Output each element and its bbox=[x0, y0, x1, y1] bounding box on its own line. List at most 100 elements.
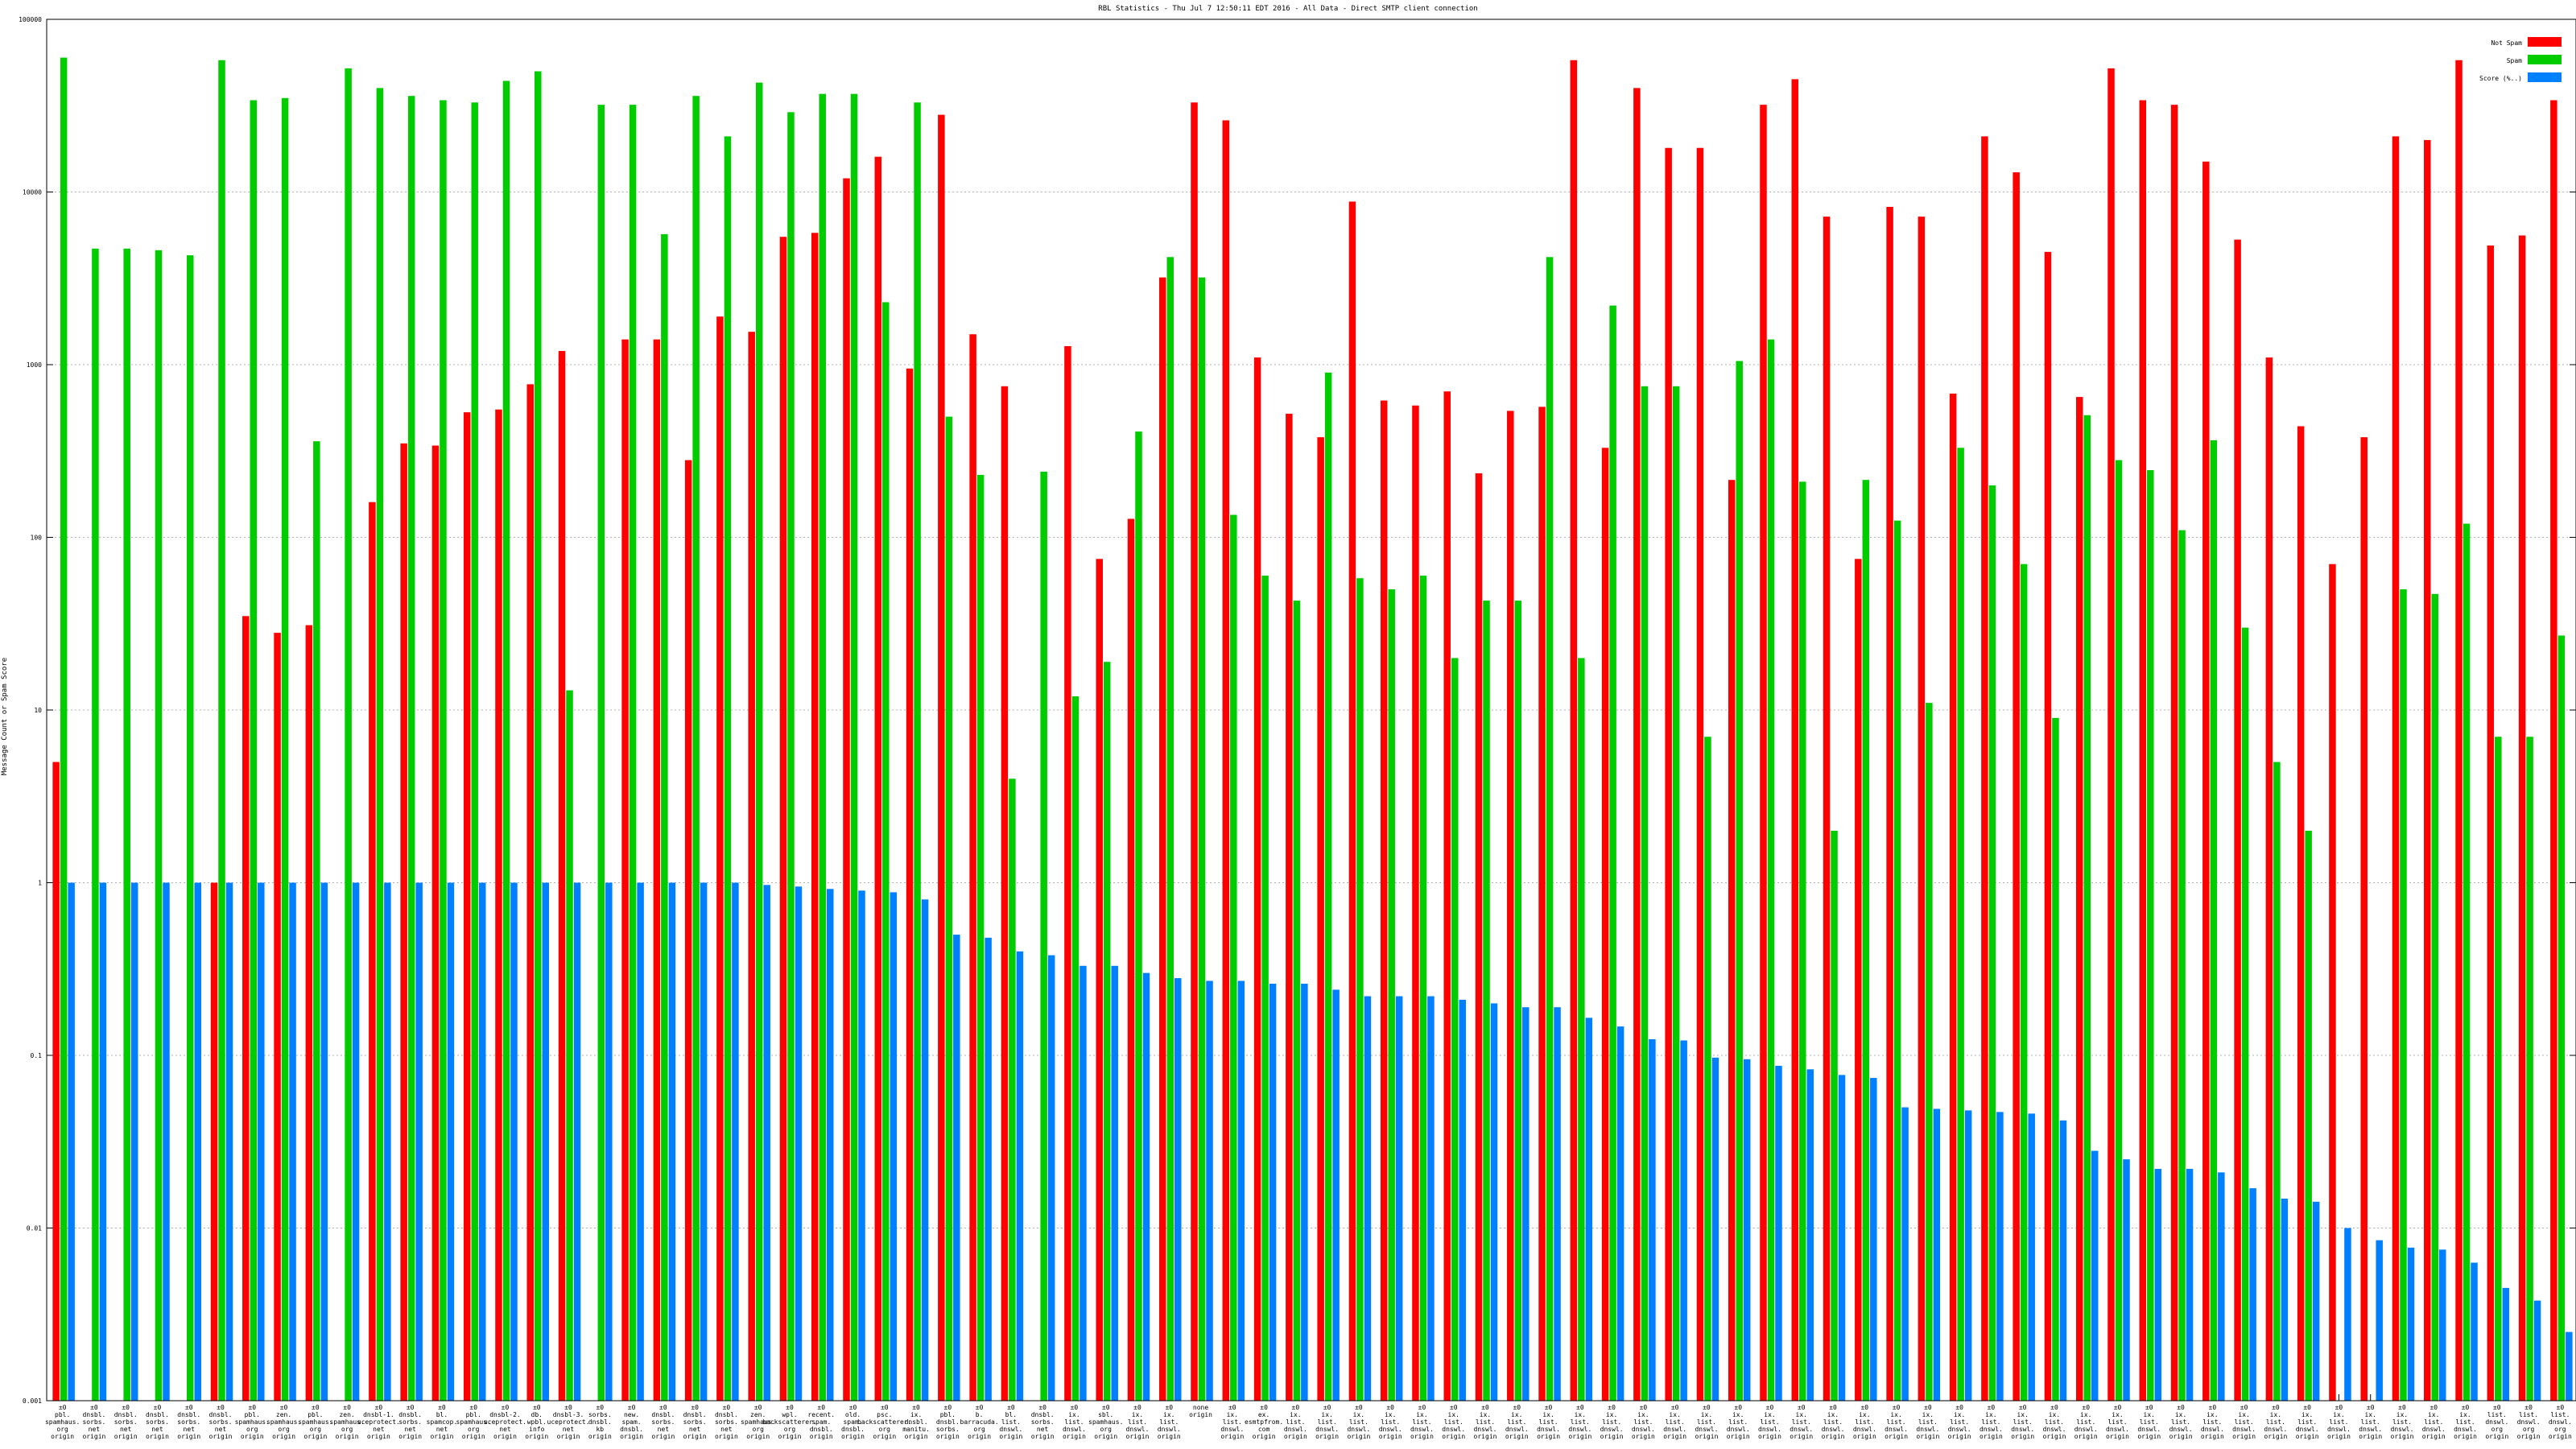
bar-score bbox=[2091, 1150, 2099, 1401]
x-tick-label-line: origin bbox=[430, 1433, 453, 1440]
x-tick-label-line: net bbox=[720, 1426, 733, 1433]
bar-not-spam bbox=[526, 384, 535, 1401]
x-tick-label-line: bl. bbox=[436, 1411, 448, 1418]
bar-not-spam bbox=[1823, 217, 1831, 1401]
bar-not-spam bbox=[1159, 277, 1166, 1402]
x-tick-label-line: origin bbox=[2327, 1433, 2351, 1440]
x-tick-label-line: list. bbox=[1444, 1418, 1463, 1426]
x-tick-label-line: ix. bbox=[1922, 1411, 1934, 1418]
bar-score bbox=[1111, 965, 1118, 1401]
x-tick-label-line: origin bbox=[398, 1433, 422, 1440]
bar-score bbox=[1901, 1107, 1909, 1401]
bar-spam bbox=[1040, 471, 1047, 1401]
x-tick-label-line: dnswl. bbox=[2485, 1418, 2508, 1426]
x-tick-label-line: origin bbox=[209, 1433, 233, 1440]
x-tick-label-line: pbl. bbox=[55, 1411, 70, 1418]
x-tick-label: ±0 ix. list. dnswl. origin bbox=[1315, 1404, 1339, 1440]
x-tick-label-line: ix. bbox=[2049, 1411, 2060, 1418]
x-tick-label-line: list. bbox=[1823, 1418, 1843, 1426]
bar-spam bbox=[850, 93, 858, 1401]
bar-score bbox=[2376, 1240, 2383, 1401]
x-tick-label-line: origin bbox=[1790, 1433, 1813, 1440]
x-tick-label-line: list. bbox=[1318, 1418, 1337, 1426]
x-tick-label-line: dnsbl. bbox=[177, 1411, 200, 1418]
x-tick-label-line: uceprotect. bbox=[357, 1418, 400, 1426]
x-tick-label-line: dnswl. bbox=[1347, 1426, 1370, 1433]
x-tick-label: ±0 ix. list. dnswl. origin bbox=[1220, 1404, 1244, 1440]
x-tick-label-line: org bbox=[341, 1426, 353, 1433]
x-tick-label-line: dnswl. bbox=[2264, 1426, 2287, 1433]
bar-score bbox=[700, 882, 708, 1401]
bar-score bbox=[795, 886, 803, 1401]
bar-not-spam bbox=[2234, 239, 2241, 1401]
x-tick-label-line: ix. bbox=[1163, 1411, 1174, 1418]
x-tick-label-line: ix. bbox=[1796, 1411, 1807, 1418]
x-tick-label-line: list. bbox=[2455, 1418, 2475, 1426]
bar-not-spam bbox=[938, 114, 945, 1401]
x-tick-label-line: pbl. bbox=[940, 1411, 956, 1418]
bar-not-spam bbox=[210, 882, 218, 1401]
x-tick-label-line: backscatterer. bbox=[857, 1418, 911, 1426]
bar-spam bbox=[1009, 778, 1016, 1401]
bar-spam bbox=[2052, 717, 2059, 1401]
bar-not-spam bbox=[274, 633, 281, 1401]
x-tick-label-line: dnsbl-2. bbox=[489, 1411, 521, 1418]
x-tick-label-line: com bbox=[1258, 1426, 1270, 1433]
x-tick-label-line: origin bbox=[1916, 1433, 1939, 1440]
x-tick-label-line: list. bbox=[1476, 1418, 1495, 1426]
x-tick-label-line: dnsbl. bbox=[398, 1411, 422, 1418]
x-tick-label-line: net bbox=[689, 1426, 701, 1433]
bar-score bbox=[2218, 1172, 2225, 1401]
x-tick-label-line: ix. bbox=[1985, 1411, 1996, 1418]
bar-score bbox=[1237, 980, 1245, 1401]
x-tick-label: ±0 dnsbl. sorbs. net origin bbox=[683, 1404, 707, 1440]
x-tick-label-line: kb bbox=[596, 1426, 604, 1433]
x-tick-label-line: ±0 bbox=[944, 1404, 952, 1411]
x-tick-label-line: origin bbox=[2011, 1433, 2034, 1440]
x-tick-label-line: ±0 bbox=[1860, 1404, 1868, 1411]
bar-not-spam bbox=[1538, 407, 1546, 1401]
x-tick-label-line: ±0 bbox=[217, 1404, 225, 1411]
bar-spam bbox=[2495, 737, 2502, 1401]
x-tick-label-line: dnswl. bbox=[1663, 1426, 1686, 1433]
bar-spam bbox=[1293, 601, 1301, 1401]
x-tick-label-line: ±0 bbox=[533, 1404, 541, 1411]
x-tick-label-line: list. bbox=[1981, 1418, 2000, 1426]
x-tick-label-line: origin bbox=[1442, 1433, 1465, 1440]
x-tick-label-line: ±0 bbox=[375, 1404, 383, 1411]
bar-not-spam bbox=[1001, 386, 1009, 1402]
x-tick-label-line: net bbox=[563, 1426, 575, 1433]
x-tick-label-line: uceprotect. bbox=[484, 1418, 526, 1426]
x-tick-label-line: ix. bbox=[1416, 1411, 1427, 1418]
x-tick-label-line: origin bbox=[999, 1433, 1022, 1440]
x-tick-label: ±0 pbl. dnsbl. sorbs. origin bbox=[936, 1404, 960, 1440]
bar-score bbox=[763, 885, 770, 1401]
x-tick-label-line: origin bbox=[1379, 1433, 1402, 1440]
x-tick-label-line: origin bbox=[1126, 1433, 1150, 1440]
bar-score bbox=[1933, 1108, 1941, 1401]
x-tick-label-line: ix. bbox=[2270, 1411, 2281, 1418]
x-tick-label-line: dnswl. bbox=[1126, 1426, 1150, 1433]
x-tick-label-line: spam. bbox=[622, 1418, 642, 1426]
bar-spam bbox=[1926, 703, 1933, 1401]
x-tick-label: ±0 psc. backscatterer. org origin bbox=[857, 1404, 911, 1440]
x-tick-label-line: list. bbox=[1001, 1418, 1021, 1426]
x-tick-label-line: zen. bbox=[276, 1411, 291, 1418]
x-tick-label: ±0 db. wpbl. info origin bbox=[525, 1404, 548, 1440]
x-tick-label-line: org bbox=[468, 1426, 480, 1433]
x-tick-label-line: dnswl. bbox=[1822, 1426, 1845, 1433]
bar-spam bbox=[566, 690, 573, 1401]
x-tick-label-line: spamhaus. bbox=[329, 1418, 364, 1426]
x-tick-label-line: ±0 bbox=[1576, 1404, 1584, 1411]
x-tick-label: ±0 ix. list. dnswl. origin bbox=[1727, 1404, 1750, 1440]
x-tick-label-line: net bbox=[658, 1426, 670, 1433]
x-tick-label-line: ix. bbox=[1511, 1411, 1522, 1418]
bar-score bbox=[2407, 1247, 2415, 1401]
x-tick-label-line: dnswl. bbox=[2043, 1426, 2066, 1433]
bar-score bbox=[163, 882, 170, 1401]
x-tick-label-line: barracuda. bbox=[960, 1418, 999, 1426]
x-tick-label-line: origin bbox=[2074, 1433, 2098, 1440]
bar-spam bbox=[2083, 415, 2091, 1401]
x-tick-label-line: wpl. bbox=[782, 1411, 797, 1418]
x-tick-label-line: origin bbox=[651, 1433, 675, 1440]
